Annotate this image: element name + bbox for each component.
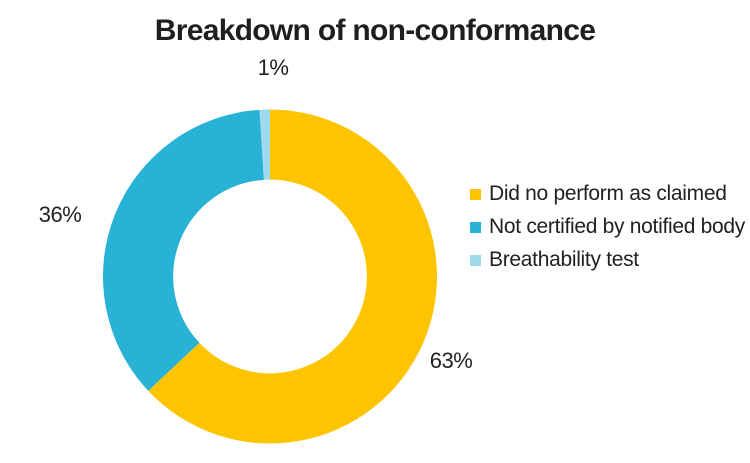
legend-label: Breathability test <box>489 248 639 271</box>
chart-title: Breakdown of non-conformance <box>154 14 596 47</box>
legend-label: Not certified by notified body <box>489 215 745 238</box>
legend-item: Breathability test <box>470 249 745 271</box>
legend-item: Did no perform as claimed <box>470 183 745 205</box>
donut-slice <box>103 109 264 391</box>
donut-slice <box>148 109 437 444</box>
legend: Did no perform as claimed Not certified b… <box>470 183 745 282</box>
slice-label-not-certified: 36% <box>38 202 82 227</box>
slice-label-breathability: 1% <box>257 55 289 80</box>
legend-item: Not certified by notified body <box>470 216 745 238</box>
legend-swatch-icon <box>470 188 481 200</box>
slice-label-did-not-perform: 63% <box>429 348 473 373</box>
legend-label: Did no perform as claimed <box>489 182 727 205</box>
legend-swatch-icon <box>470 254 481 266</box>
legend-swatch-icon <box>470 221 481 233</box>
donut-slice <box>259 109 270 180</box>
